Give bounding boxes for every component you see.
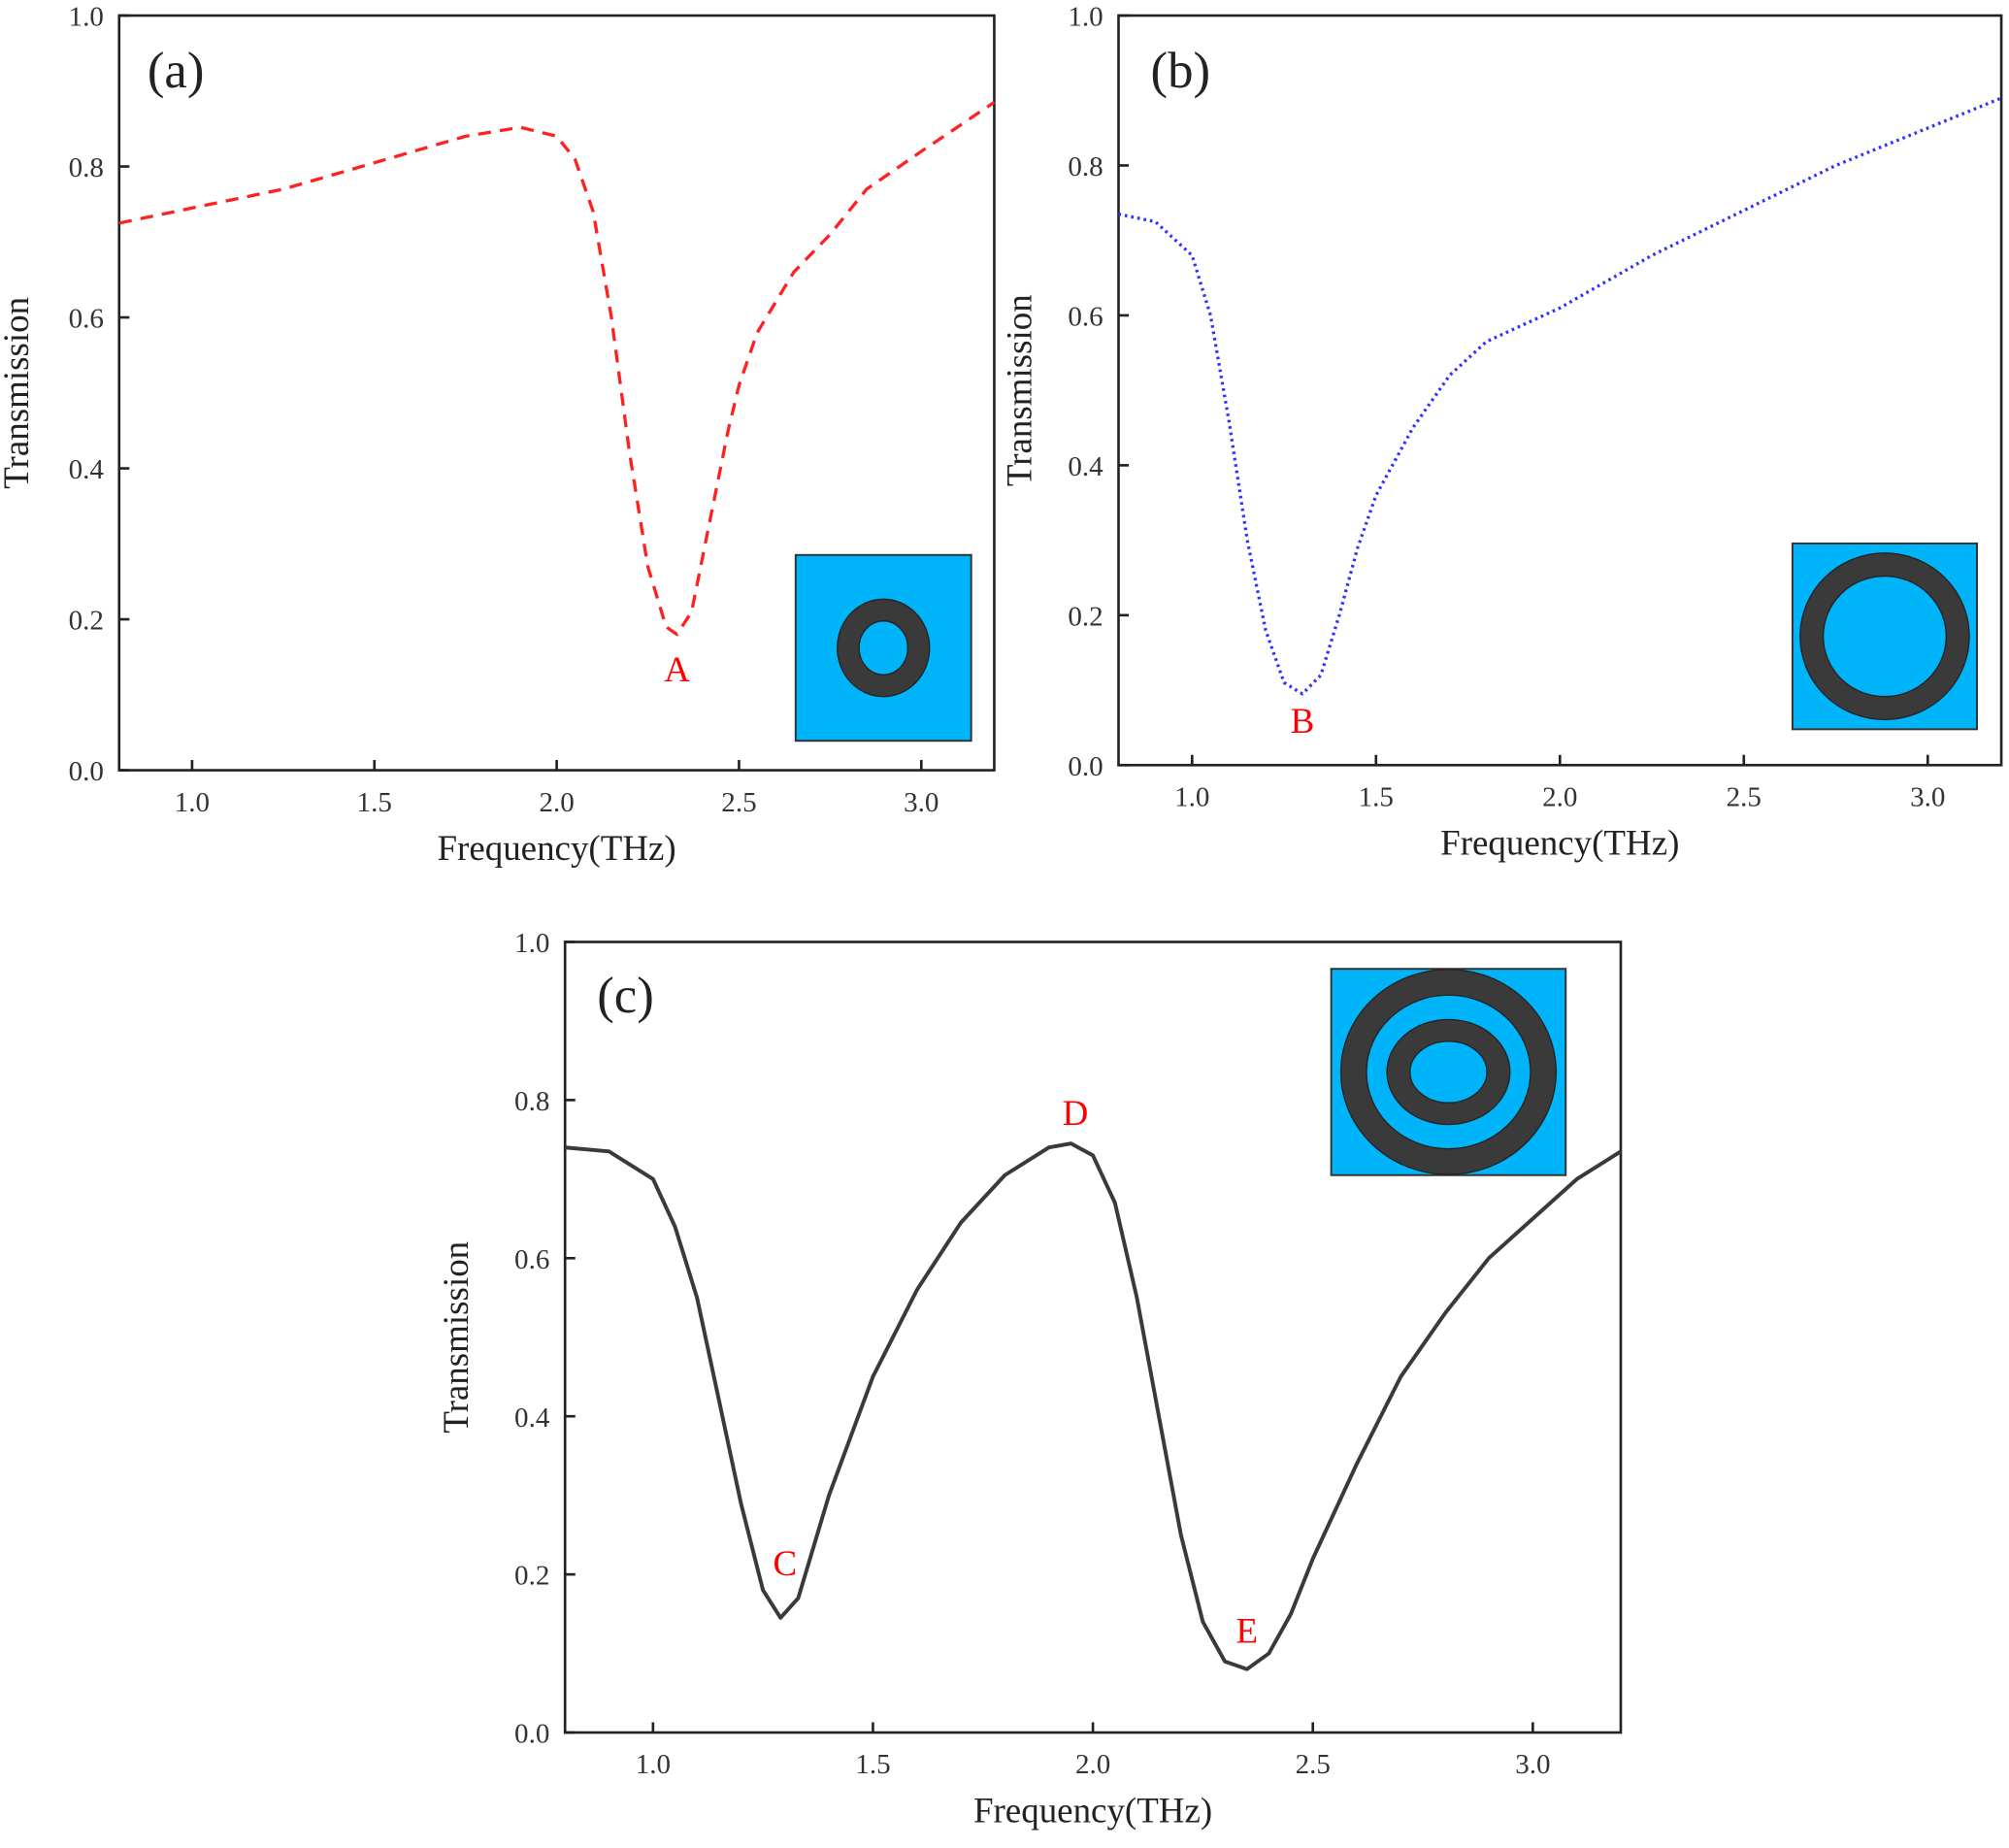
y-tick-label: 0.8: [514, 1086, 549, 1117]
y-tick-label: 1.0: [514, 928, 549, 959]
ring-icon-hole: [858, 620, 908, 676]
y-tick-label: 1.0: [69, 2, 104, 33]
ring-icon-hole: [1822, 575, 1947, 698]
x-tick-label: 3.0: [1910, 782, 1945, 813]
inset-small-ring: [794, 553, 972, 742]
inset-double-ring: [1330, 968, 1567, 1176]
y-tick-label: 0.8: [1068, 151, 1103, 182]
chart-panel-b: 1.0 1.5 2.0 2.5 3.0 0.0 0.2 0.4 0.6 0.8 1.0 Frequen…: [1000, 2, 2003, 864]
x-tick-label: 1.5: [1359, 782, 1394, 813]
y-tick-label: 0.0: [514, 1719, 549, 1750]
y-tick-label: 0.4: [69, 454, 105, 485]
y-tick-label: 0.6: [69, 304, 104, 335]
y-tick-label: 0.2: [1068, 601, 1103, 632]
x-tick-label: 1.0: [175, 787, 210, 818]
x-tick-label: 2.5: [721, 787, 756, 818]
x-tick-label: 2.0: [1542, 782, 1577, 813]
series-line-0: [118, 101, 996, 637]
x-axis-label: Frequency(THz): [973, 1790, 1212, 1831]
annotation-D: D: [1063, 1093, 1089, 1133]
x-tick-label: 2.0: [539, 787, 574, 818]
y-tick-label: 0.6: [1068, 301, 1103, 332]
x-tick-label: 1.0: [636, 1749, 671, 1780]
y-tick-label: 0.0: [1068, 751, 1103, 782]
x-tick-label: 3.0: [1515, 1749, 1550, 1780]
x-tick-label: 1.0: [1174, 782, 1209, 813]
y-axis-label: Transmission: [436, 1241, 476, 1434]
y-tick-label: 0.4: [514, 1402, 550, 1434]
y-axis-label: Transmission: [1000, 294, 1039, 486]
annotation-B: B: [1291, 701, 1315, 741]
y-tick-label: 0.0: [69, 756, 104, 787]
y-tick-label: 0.4: [1068, 451, 1103, 482]
chart-panel-a: 1.0 1.5 2.0 2.5 3.0 0.0 0.2 0.4 0.6 0.8 1.0 Frequen…: [0, 2, 996, 869]
x-tick-label: 2.0: [1075, 1749, 1110, 1780]
x-tick-label: 2.5: [1727, 782, 1762, 813]
panel-label: (a): [148, 43, 205, 99]
x-tick-label: 3.0: [904, 787, 939, 818]
series-line-0: [565, 1141, 1623, 1671]
panel-label: (c): [597, 968, 654, 1024]
y-axis-label: Transmission: [0, 297, 36, 489]
y-tick-label: 0.2: [69, 606, 104, 637]
inset-large-ring: [1791, 542, 1978, 731]
y-tick-label: 1.0: [1068, 2, 1103, 33]
chart-panel-c: 1.0 1.5 2.0 2.5 3.0 0.0 0.2 0.4 0.6 0.8 1.0 Frequen…: [436, 928, 1623, 1831]
annotation-C: C: [773, 1543, 797, 1583]
panel-label: (b): [1150, 43, 1210, 99]
y-tick-label: 0.8: [69, 152, 104, 183]
annotation-A: A: [664, 649, 690, 689]
x-tick-label: 1.5: [357, 787, 392, 818]
annotation-E: E: [1235, 1610, 1258, 1650]
x-tick-label: 2.5: [1296, 1749, 1331, 1780]
y-tick-label: 0.6: [514, 1244, 549, 1275]
inner-ring-icon-hole: [1409, 1040, 1488, 1104]
x-axis-label: Frequency(THz): [1440, 823, 1679, 864]
x-tick-label: 1.5: [855, 1749, 890, 1780]
y-tick-label: 0.2: [514, 1561, 549, 1592]
x-axis-label: Frequency(THz): [437, 828, 675, 869]
